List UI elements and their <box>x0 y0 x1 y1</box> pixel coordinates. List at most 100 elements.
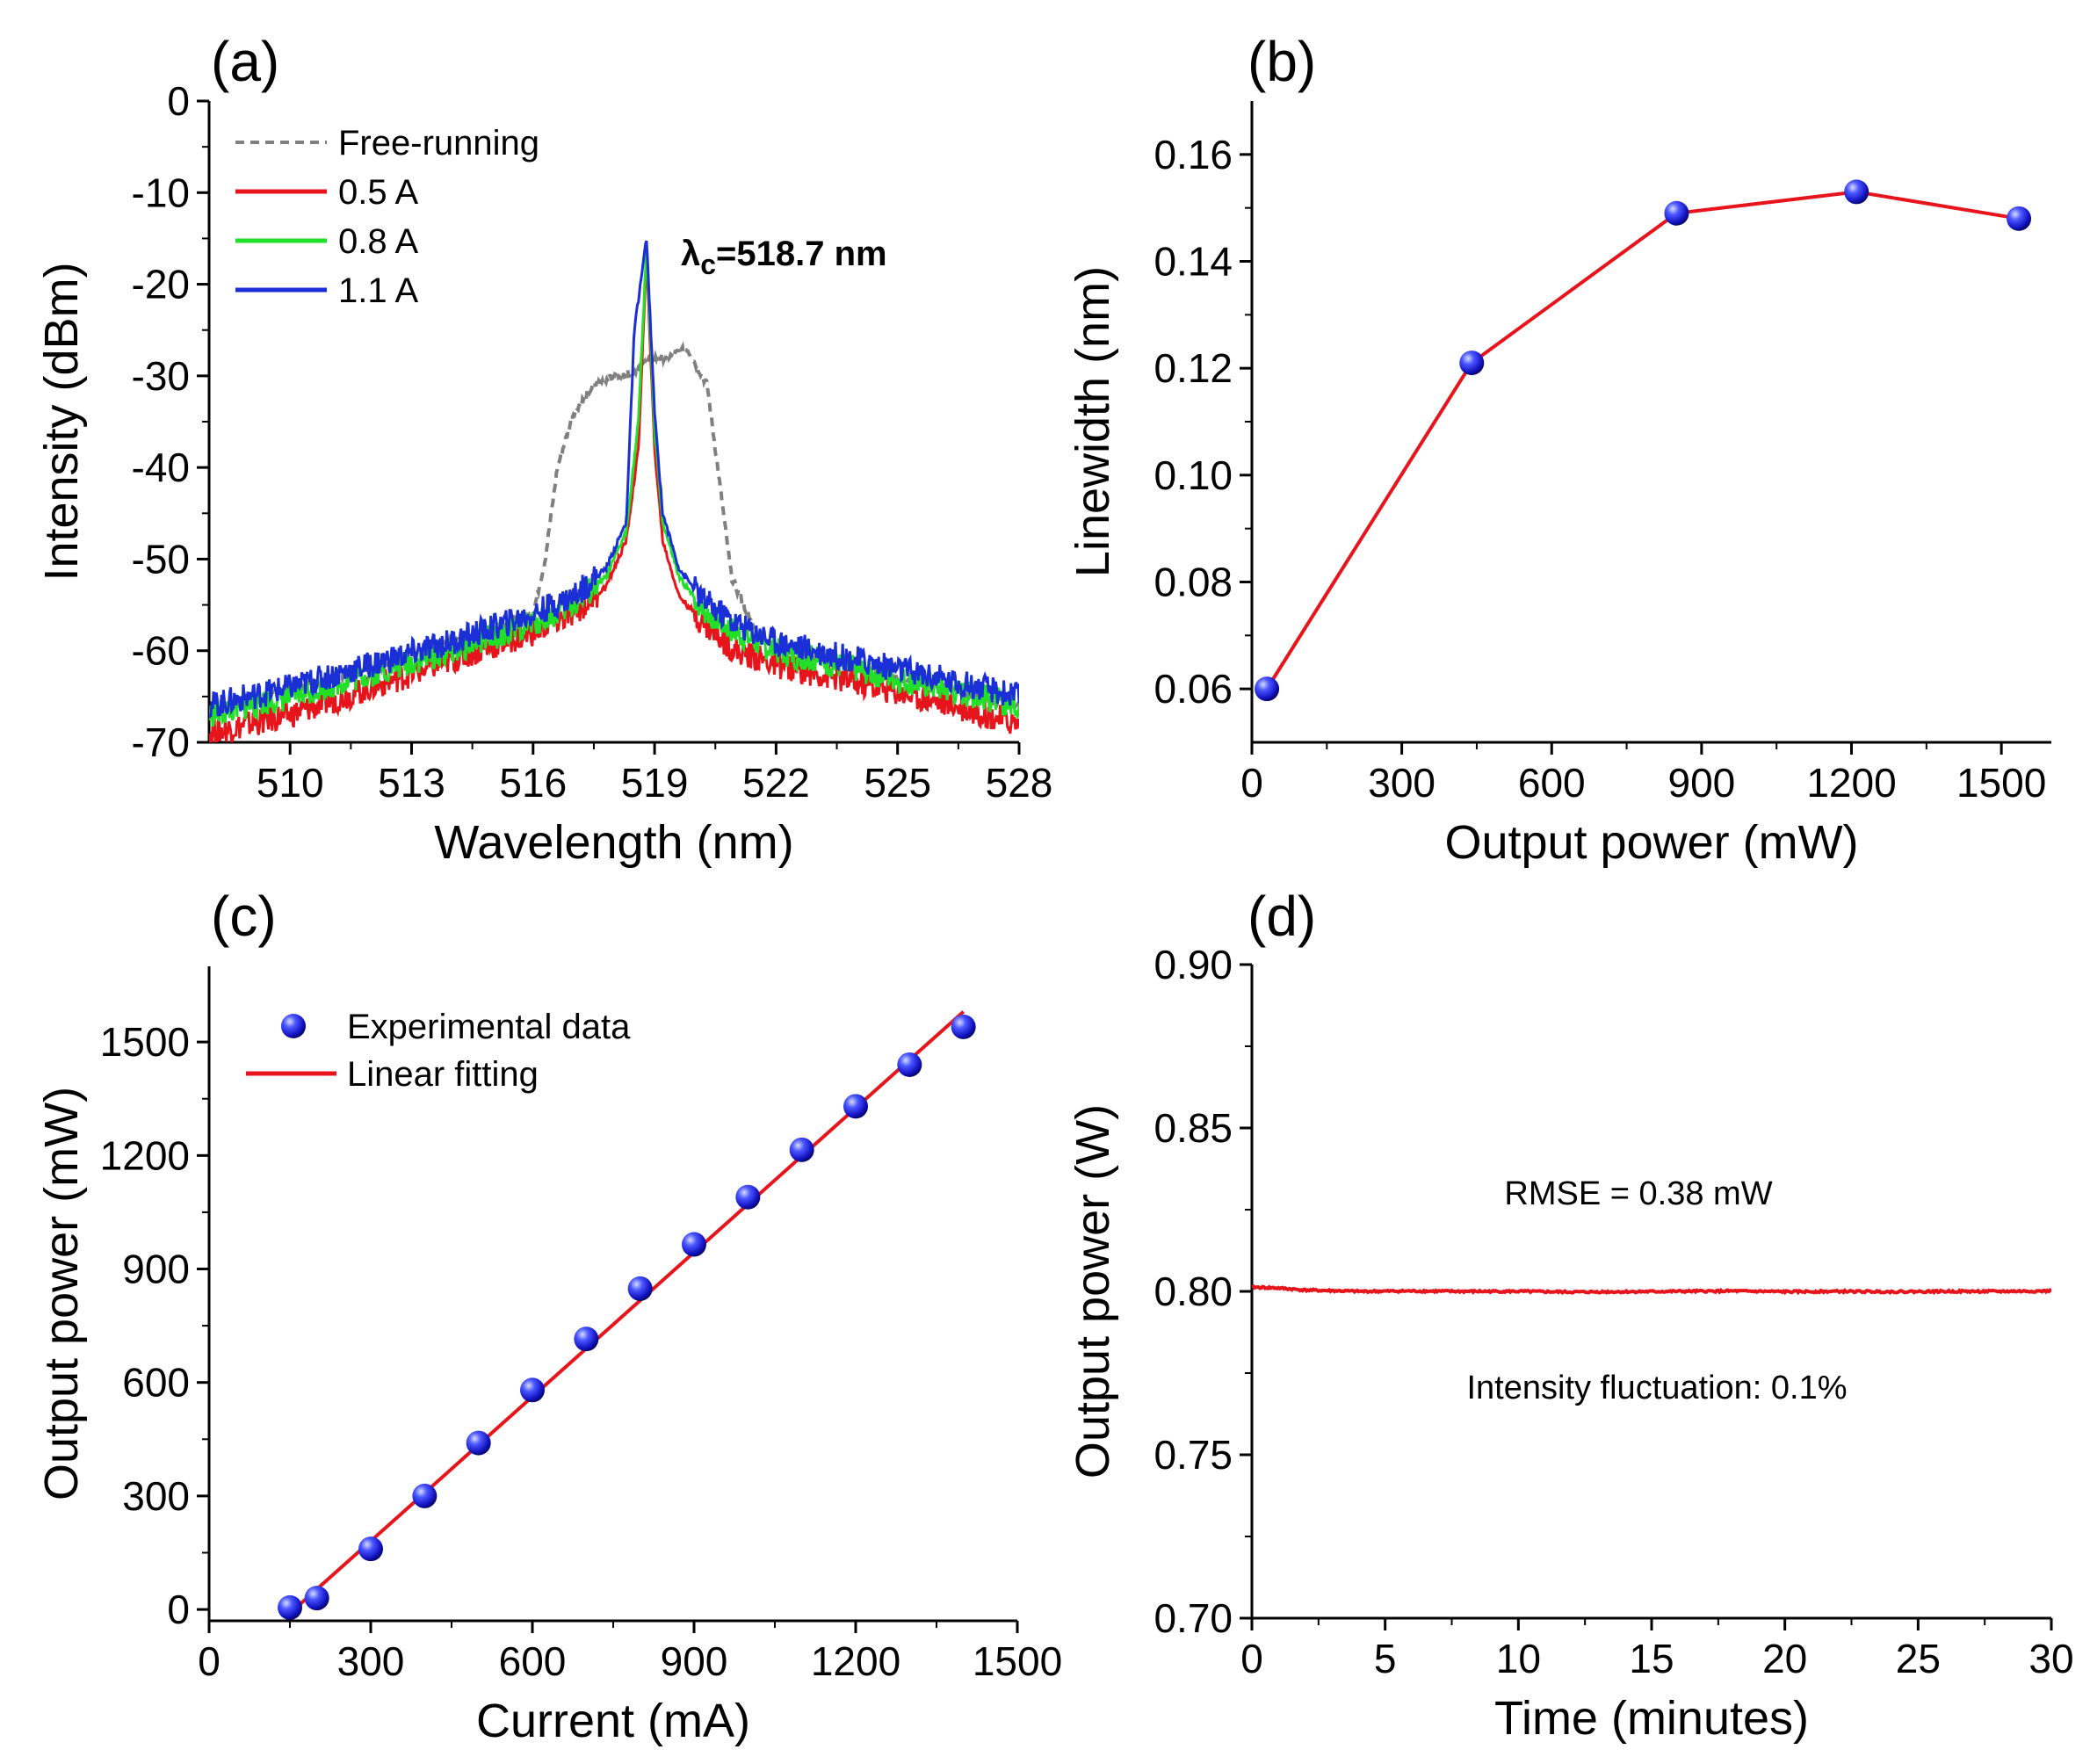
legend: Experimental data Linear fitting <box>246 1008 631 1094</box>
peak-annotation: λc=518.7 nm <box>681 235 887 280</box>
x-tick-label: 513 <box>378 760 445 806</box>
x-tick-label: 5 <box>1374 1636 1397 1681</box>
data-point <box>520 1377 545 1403</box>
x-tick-label: 300 <box>337 1638 405 1684</box>
panel-label: (b) <box>1247 30 1316 93</box>
panel-d: (d) 0 5 10 15 20 25 30 0.70 0.75 0.80 0.85 0.90 Time … <box>1067 885 2074 1745</box>
x-tick-label: 510 <box>257 760 324 806</box>
y-tick-label: 900 <box>122 1247 190 1292</box>
y-tick-label: -20 <box>132 262 190 307</box>
y-tick-label: 0 <box>167 1587 190 1632</box>
x-tick-label: 519 <box>621 760 689 806</box>
x-tick-label: 0 <box>1240 760 1263 806</box>
legend-label: 0.8 A <box>338 222 419 261</box>
x-tick-label: 600 <box>1518 760 1586 806</box>
panel-label: (c) <box>211 885 277 948</box>
y-tick-label: 0.12 <box>1153 345 1233 391</box>
legend-marker <box>281 1014 306 1038</box>
data-point <box>574 1327 599 1352</box>
x-tick-label: 1500 <box>1956 760 2046 806</box>
x-tick-label: 1200 <box>811 1638 900 1684</box>
x-tick-label: 600 <box>499 1638 567 1684</box>
y-axis-label: Linewidth (nm) <box>1067 266 1119 577</box>
y-tick-label: 0.06 <box>1153 666 1233 712</box>
data-point <box>466 1430 491 1456</box>
x-tick-label: 30 <box>2029 1636 2073 1681</box>
x-tick-label: 900 <box>1668 760 1736 806</box>
data-point <box>735 1184 761 1210</box>
data-point <box>843 1094 868 1119</box>
y-axis-label: Output power (mW) <box>35 1087 88 1500</box>
x-axis-label: Wavelength (nm) <box>434 816 793 869</box>
x-tick-label: 20 <box>1762 1636 1807 1681</box>
linewidth-line <box>1265 190 2020 690</box>
x-tick-label: 525 <box>864 760 931 806</box>
y-tick-label: -40 <box>132 445 190 490</box>
y-tick-label: -30 <box>132 353 190 399</box>
fluctuation-annotation: Intensity fluctuation: 0.1% <box>1466 1370 1847 1406</box>
plot-area <box>1252 1283 2051 1296</box>
x-tick-label: 528 <box>986 760 1053 806</box>
data-point <box>1255 676 1280 702</box>
data-point <box>627 1276 653 1301</box>
data-point <box>304 1586 329 1611</box>
y-axis-label: Intensity (dBm) <box>35 262 88 581</box>
y-tick-label: -50 <box>132 536 190 582</box>
legend-label: Linear fitting <box>347 1055 539 1094</box>
data-point <box>1664 200 1689 226</box>
data-point <box>897 1052 922 1077</box>
y-tick-label: 1200 <box>100 1132 190 1178</box>
x-tick-label: 1200 <box>1806 760 1896 806</box>
data-point <box>1844 179 1869 205</box>
legend-label: Experimental data <box>347 1008 631 1046</box>
data-point <box>1459 351 1485 376</box>
axes-frame <box>207 966 1017 1623</box>
data-point <box>278 1594 302 1620</box>
data-point <box>412 1483 438 1508</box>
rmse-annotation: RMSE = 0.38 mW <box>1504 1175 1772 1212</box>
axes-frame <box>207 101 1019 744</box>
legend-label: 0.5 A <box>338 173 419 212</box>
y-tick-label: 0.80 <box>1153 1269 1233 1314</box>
legend-label: Free-running <box>338 124 539 163</box>
x-tick-label: 15 <box>1629 1636 1674 1681</box>
plot-area <box>209 240 1019 742</box>
x-tick-label: 300 <box>1368 760 1436 806</box>
series-line-0-5-a <box>209 255 1019 742</box>
data-point <box>951 1014 976 1039</box>
legend: Free-running 0.5 A 0.8 A 1.1 A <box>235 124 539 310</box>
data-point <box>358 1536 383 1562</box>
panel-label: (a) <box>211 30 279 93</box>
x-tick-label: 25 <box>1896 1636 1941 1681</box>
plot-area <box>1265 190 2020 690</box>
x-tick-label: 516 <box>499 760 567 806</box>
y-tick-label: -70 <box>132 719 190 765</box>
x-tick-label: 1500 <box>973 1638 1062 1684</box>
y-tick-label: 0.85 <box>1153 1105 1233 1151</box>
x-axis-label: Time (minutes) <box>1494 1692 1809 1745</box>
panel-a: (a) 510 513 516 519 522 525 528 0 -10 -20 -30 -40 -50… <box>35 30 1052 869</box>
y-tick-label: 0.16 <box>1153 132 1233 177</box>
panel-b: (b) 0 300 600 900 1200 1500 0.06 0.08 0.10 0.12 0.1… <box>1067 30 2051 869</box>
x-axis-label: Current (mA) <box>476 1695 750 1747</box>
y-tick-label: 0.75 <box>1153 1432 1233 1478</box>
x-tick-label: 900 <box>661 1638 728 1684</box>
y-tick-label: 0.08 <box>1153 560 1233 605</box>
data-point <box>2007 206 2032 231</box>
y-tick-label: 0.10 <box>1153 452 1233 498</box>
y-tick-label: 300 <box>122 1473 190 1519</box>
x-tick-label: 0 <box>198 1638 221 1684</box>
y-tick-label: -60 <box>132 628 190 674</box>
y-tick-label: 0 <box>167 78 190 124</box>
y-tick-label: 0.70 <box>1153 1595 1233 1641</box>
y-tick-label: 0.14 <box>1153 239 1233 285</box>
panel-label: (d) <box>1247 885 1316 948</box>
x-tick-label: 10 <box>1496 1636 1541 1681</box>
data-point <box>682 1232 706 1257</box>
legend-label: 1.1 A <box>338 271 419 310</box>
axes-frame <box>1250 101 2051 744</box>
x-tick-label: 522 <box>742 760 810 806</box>
series-line-0-8-a <box>209 248 1019 727</box>
y-tick-label: 600 <box>122 1360 190 1406</box>
